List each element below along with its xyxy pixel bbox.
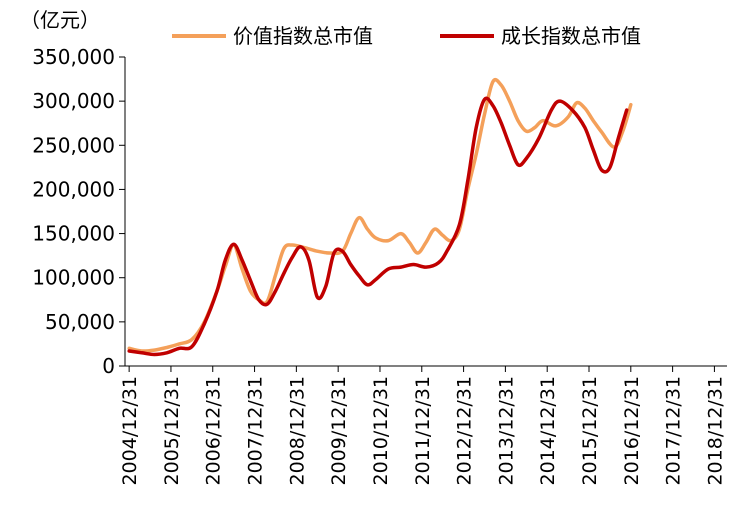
x-tick-label: 2016/12/31	[621, 376, 643, 486]
y-axis: 0 50,000 100,000 150,000 200,000 250,000 300,0…	[32, 45, 126, 378]
x-tick-label: 2006/12/31	[203, 376, 225, 486]
legend-label-value-index: 价值指数总市值	[233, 24, 373, 48]
y-tick-label: 250,000	[32, 133, 115, 157]
x-tick-label: 2015/12/31	[579, 376, 601, 486]
x-tick-label: 2017/12/31	[663, 376, 685, 486]
y-tick-label: 350,000	[32, 45, 115, 69]
x-tick-label: 2014/12/31	[537, 376, 559, 486]
y-tick-label: 150,000	[32, 222, 115, 246]
x-tick-label: 2007/12/31	[245, 376, 267, 486]
x-tick-label: 2011/12/31	[412, 376, 434, 486]
y-unit-label: （亿元）	[20, 8, 100, 32]
x-tick-label: 2013/12/31	[495, 376, 517, 486]
x-tick-label: 2018/12/31	[704, 376, 726, 486]
x-axis: 2004/12/31 2005/12/31 2006/12/31 2007/12/31…	[119, 365, 727, 486]
x-tick-label: 2005/12/31	[161, 376, 183, 486]
x-tick-label: 2010/12/31	[370, 376, 392, 486]
series-line-value-index	[127, 78, 633, 353]
y-tick-label: 100,000	[32, 266, 115, 290]
x-tick-label: 2008/12/31	[286, 376, 308, 486]
plot-area	[127, 78, 633, 357]
y-tick-label: 0	[102, 354, 115, 378]
x-tick-label: 2009/12/31	[328, 376, 350, 486]
x-tick-label: 2004/12/31	[119, 376, 141, 486]
series-line-growth-index	[127, 96, 629, 357]
y-tick-label: 300,000	[32, 89, 115, 113]
y-tick-label: 200,000	[32, 177, 115, 201]
legend: 价值指数总市值 成长指数总市值	[172, 24, 641, 48]
y-tick-label: 50,000	[45, 310, 115, 334]
x-tick-label: 2012/12/31	[454, 376, 476, 486]
legend-label-growth-index: 成长指数总市值	[501, 24, 641, 48]
